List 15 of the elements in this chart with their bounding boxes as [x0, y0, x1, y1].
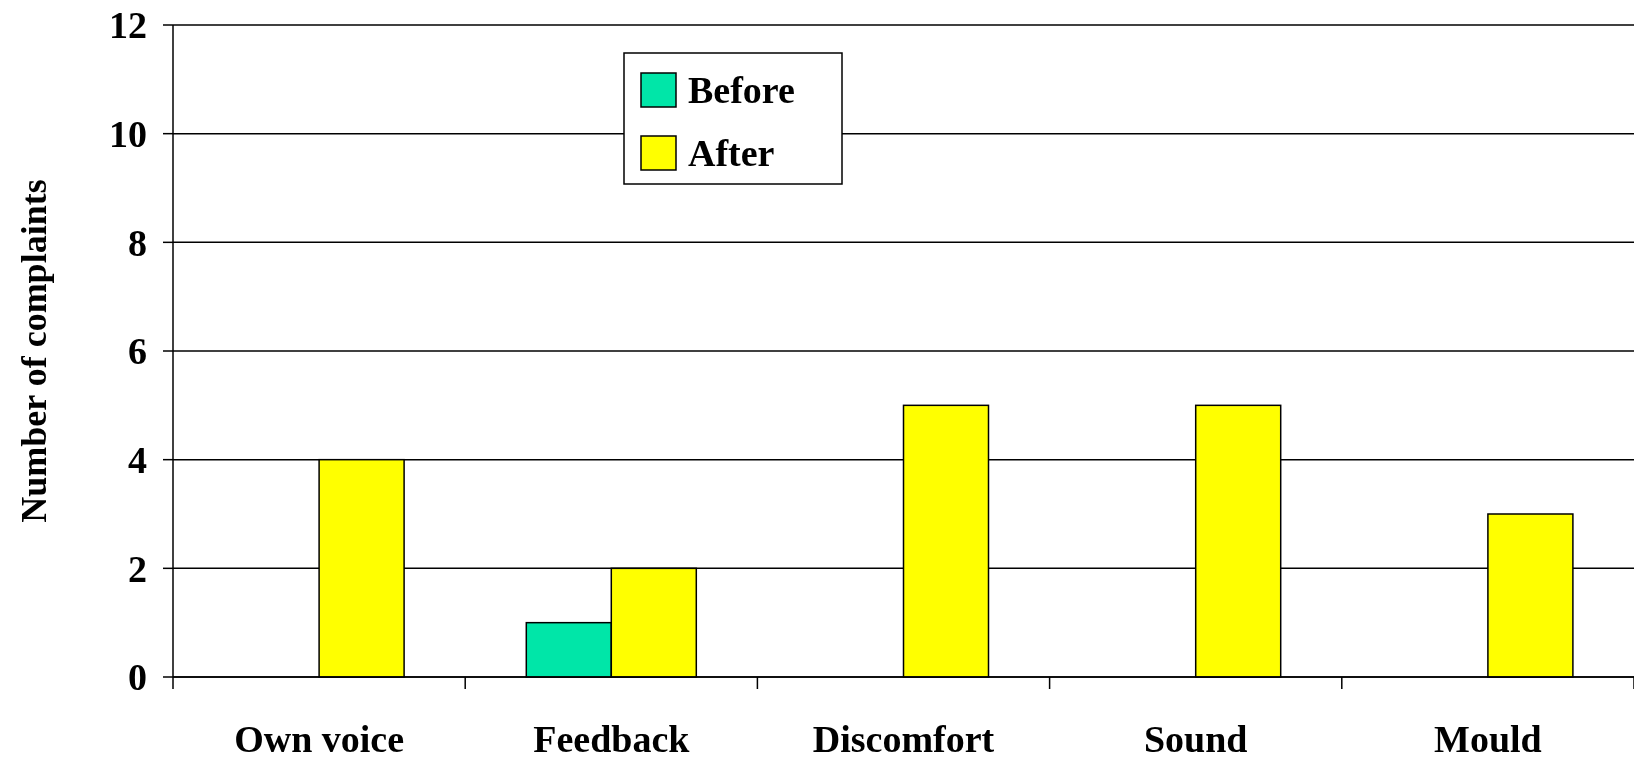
x-tick-label: Discomfort: [812, 718, 995, 760]
y-tick-label: 2: [128, 547, 147, 590]
x-tick-label: Sound: [1143, 718, 1248, 760]
y-tick-label: 10: [109, 112, 147, 155]
y-tick-label: 6: [128, 330, 147, 373]
legend-label: After: [688, 132, 775, 175]
x-tick-label: Feedback: [533, 718, 691, 760]
y-tick-label: 12: [109, 4, 147, 47]
y-tick-label: 8: [128, 221, 147, 264]
y-tick-label: 4: [128, 438, 147, 481]
y-axis-title: Number of complaints: [14, 179, 54, 523]
x-tick-label: Own voice: [234, 718, 405, 760]
y-tick-label: 0: [128, 656, 147, 699]
x-tick-label: Mould: [1434, 718, 1542, 760]
legend-label: Before: [688, 69, 795, 112]
